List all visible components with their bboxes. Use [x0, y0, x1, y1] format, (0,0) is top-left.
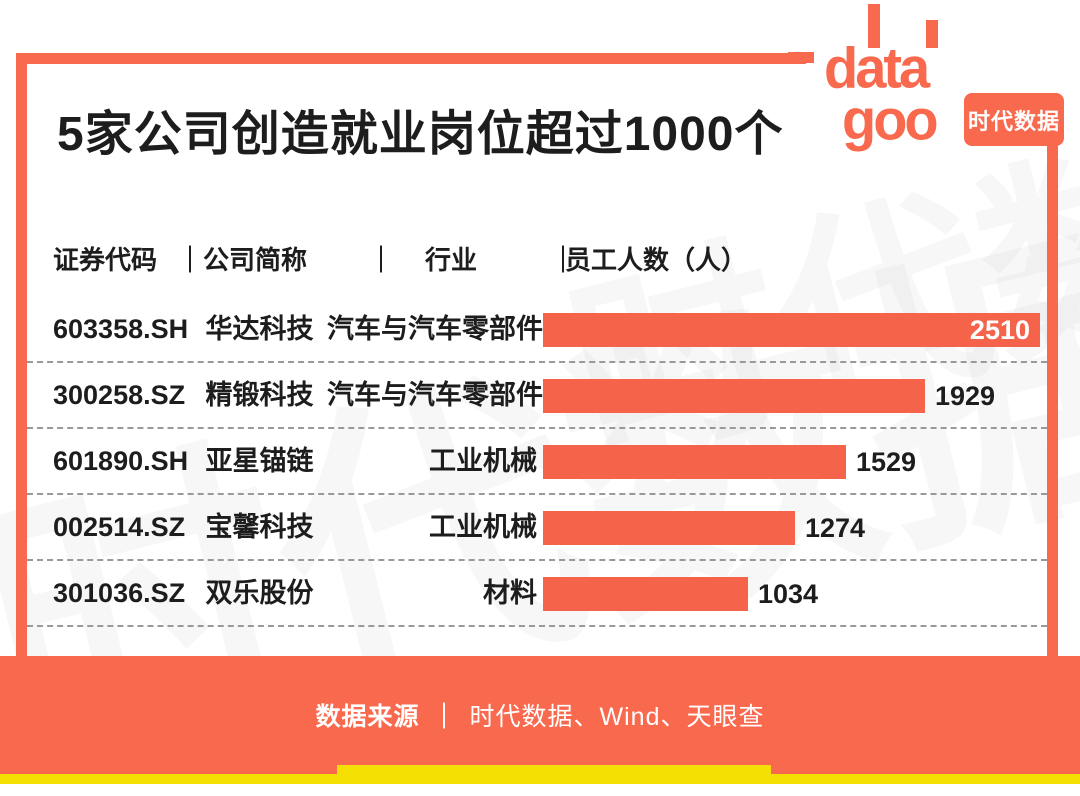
stock-code: 300258.SZ [53, 380, 186, 410]
employee-count: 1529 [856, 446, 917, 477]
table-row: 002514.SZ 宝馨科技 工业机械 1274 [27, 495, 1047, 561]
table-row: 300258.SZ 精锻科技 汽车与汽车零部件 1929 [27, 363, 1047, 429]
table-row: 301036.SZ 双乐股份 材料 1034 [27, 561, 1047, 627]
employee-count: 1034 [758, 578, 819, 609]
logo-stem-icon [1047, 146, 1058, 216]
industry-name: 工业机械 [429, 512, 537, 542]
employee-bar [543, 511, 795, 545]
employee-bar: 2510 [543, 313, 1040, 347]
company-name: 精锻科技 [205, 380, 314, 410]
industry-name: 工业机械 [429, 446, 537, 476]
brand-logo: data goo 时代数据 [788, 0, 1080, 216]
page-title: 5家公司创造就业岗位超过1000个 [57, 108, 784, 161]
logo-stem-icon [868, 4, 880, 48]
industry-name: 汽车与汽车零部件 [327, 380, 543, 410]
stock-code: 002514.SZ [53, 512, 186, 542]
source-text: 时代数据、Wind、天眼查 [469, 703, 765, 731]
header-separator: ｜ [550, 245, 577, 275]
table-body: 603358.SH 华达科技 汽车与汽车零部件 2510 300258.SZ 精… [27, 297, 1047, 627]
company-name: 宝馨科技 [205, 512, 314, 542]
header-industry: 行业 [425, 245, 478, 275]
stock-code: 601890.SH [53, 446, 189, 476]
employee-bar [543, 379, 925, 413]
header-employees: 员工人数（人） [565, 245, 748, 275]
header-separator: ｜ [177, 245, 204, 275]
logo-stem-icon [926, 20, 938, 48]
bar-track: 2510 [543, 313, 1047, 347]
source-label: 数据来源 [315, 703, 420, 731]
stock-code: 301036.SZ [53, 578, 186, 608]
bar-track: 1034 [543, 577, 1047, 611]
industry-name: 材料 [483, 578, 537, 608]
logo-dash-icon [788, 52, 814, 63]
stock-code: 603358.SH [53, 314, 189, 344]
source-separator: ｜ [431, 703, 458, 731]
footer: 数据来源 ｜ 时代数据、Wind、天眼查 [0, 656, 1080, 774]
card-frame [16, 53, 1058, 656]
logo-word-goo: goo [842, 87, 939, 152]
bottom-yellow-block [337, 765, 771, 784]
header-separator: ｜ [368, 245, 395, 275]
company-name: 双乐股份 [205, 578, 314, 608]
industry-name: 汽车与汽车零部件 [327, 314, 543, 344]
employee-count: 1929 [935, 380, 996, 411]
header-company: 公司简称 [203, 245, 308, 275]
header-code: 证券代码 [53, 245, 158, 275]
brand-badge: 时代数据 [964, 93, 1064, 146]
logo-word-data: data [824, 35, 930, 100]
employee-count: 2510 [969, 314, 1030, 345]
bar-track: 1929 [543, 379, 1047, 413]
employee-table: 证券代码 ｜ 公司简称 ｜ 行业 ｜ 员工人数（人） 603358.SH 华达科… [27, 240, 1047, 627]
bar-track: 1529 [543, 445, 1047, 479]
table-header: 证券代码 ｜ 公司简称 ｜ 行业 ｜ 员工人数（人） [27, 240, 1047, 297]
employee-count: 1274 [805, 512, 866, 543]
employee-bar [543, 445, 846, 479]
table-row: 601890.SH 亚星锚链 工业机械 1529 [27, 429, 1047, 495]
employee-bar [543, 577, 748, 611]
company-name: 亚星锚链 [205, 446, 314, 476]
table-row: 603358.SH 华达科技 汽车与汽车零部件 2510 [27, 297, 1047, 363]
company-name: 华达科技 [205, 314, 314, 344]
bar-track: 1274 [543, 511, 1047, 545]
